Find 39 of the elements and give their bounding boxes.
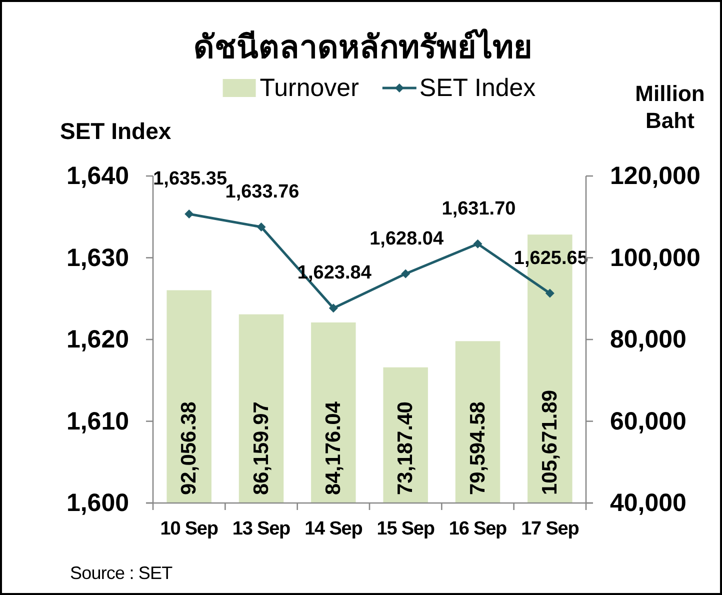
legend-label: SET Index [419,74,536,102]
point [328,304,338,313]
data-label: 73,187.40 [394,402,418,495]
data-label: 86,159.97 [250,402,273,495]
data-label: 1,631.70 [442,198,516,220]
data-label: 1,635.35 [153,168,228,190]
data-label: 1,633.76 [225,182,300,203]
point [184,210,194,219]
x-tick-label: 13 Sep [232,518,290,540]
source-note: Source : SET [70,563,173,583]
y-axis-title: SET Index [60,118,172,144]
x-tick-label: 15 Sep [376,518,434,540]
data-label: 1,628.04 [370,228,444,250]
y2-tick-label: 100,000 [610,244,700,272]
y-tick-label: 1,610 [66,407,129,436]
y2-tick-label: 80,000 [610,326,686,354]
y-tick-label: 1,620 [66,326,129,354]
y-tick-label: 1,640 [66,162,129,190]
y-tick-label: 1,600 [66,489,129,517]
y2-axis-title: Million Baht [635,81,705,133]
point [545,288,554,298]
data-label: 105,671.89 [538,390,562,495]
y2-tick-label: 40,000 [610,489,686,517]
legend-label: Turnover [260,74,359,102]
x-tick-label: 16 Sep [448,518,507,540]
x-tick-label: 10 Sep [160,518,218,540]
chart-title: ดัชนีตลาดหลักทรัพย์ไทย [194,28,532,65]
x-tick-label: 14 Sep [304,518,362,540]
point [256,222,266,232]
data-label: 1,625.65 [514,248,588,269]
data-label: 92,056.38 [178,401,201,495]
y-tick-label: 1,630 [66,244,129,272]
point [401,269,410,278]
data-label: 84,176.04 [322,401,345,495]
x-tick-label: 17 Sep [521,518,579,540]
point [473,239,482,248]
data-label: 79,594.58 [466,401,490,495]
y2-tick-label: 120,000 [610,162,700,190]
y2-tick-label: 60,000 [610,407,686,436]
